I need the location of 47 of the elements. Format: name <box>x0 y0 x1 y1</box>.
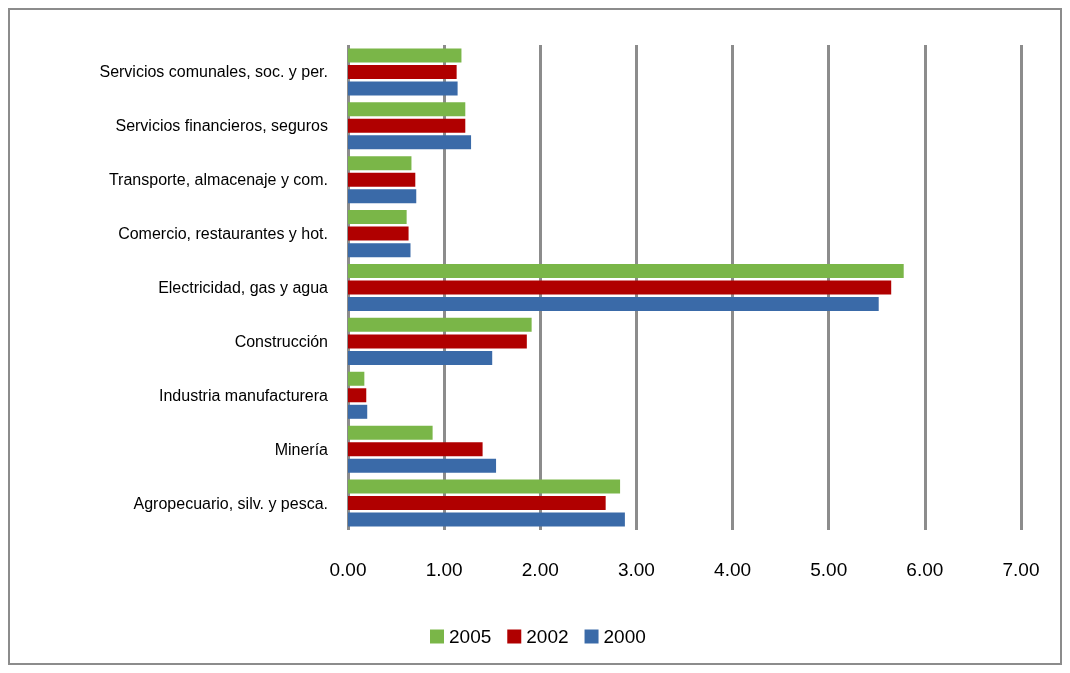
bar <box>348 371 365 386</box>
bar <box>348 118 466 133</box>
bar <box>348 48 462 63</box>
bar <box>348 226 409 241</box>
y-tick-label: Comercio, restaurantes y hot. <box>118 225 328 243</box>
bar <box>348 64 457 79</box>
y-tick-label: Industria manufacturera <box>159 386 329 404</box>
bar <box>348 334 527 349</box>
x-tick-label: 3.00 <box>617 559 655 580</box>
y-tick-label: Minería <box>274 440 329 458</box>
bar <box>348 297 879 312</box>
bar <box>348 442 483 457</box>
y-tick-label: Agropecuario, silv. y pesca. <box>133 494 328 512</box>
bar <box>348 425 433 440</box>
x-tick-label: 6.00 <box>906 559 944 580</box>
legend-label: 2005 <box>449 626 492 647</box>
x-tick-label: 5.00 <box>810 559 848 580</box>
bar <box>348 263 904 278</box>
bar <box>348 280 892 295</box>
x-tick-label: 7.00 <box>1002 559 1040 580</box>
bar <box>348 156 412 171</box>
bar <box>348 512 625 527</box>
y-tick-label: Servicios comunales, soc. y per. <box>99 63 328 81</box>
bar <box>348 458 497 473</box>
y-tick-label: Servicios financieros, seguros <box>115 117 328 135</box>
bar <box>348 135 472 150</box>
bar <box>348 102 466 117</box>
bar <box>348 404 368 419</box>
bar <box>348 172 416 187</box>
x-tick-label: 1.00 <box>425 559 463 580</box>
x-tick-label: 2.00 <box>521 559 559 580</box>
bar <box>348 317 532 332</box>
bar <box>348 496 606 511</box>
y-tick-label: Electricidad, gas y agua <box>158 279 329 296</box>
bar <box>348 350 493 365</box>
y-tick-label: Construcción <box>234 332 328 350</box>
bar <box>348 243 411 258</box>
y-tick-label: Transporte, almacenaje y com. <box>108 171 328 189</box>
bar <box>348 210 407 225</box>
legend-label: 2000 <box>603 626 646 647</box>
bar <box>348 189 417 204</box>
x-tick-label: 4.00 <box>714 559 752 580</box>
x-tick-label: 0.00 <box>329 559 367 580</box>
bar <box>348 81 458 96</box>
bar <box>348 479 621 494</box>
legend-label: 2002 <box>526 626 569 647</box>
bar <box>348 388 367 403</box>
